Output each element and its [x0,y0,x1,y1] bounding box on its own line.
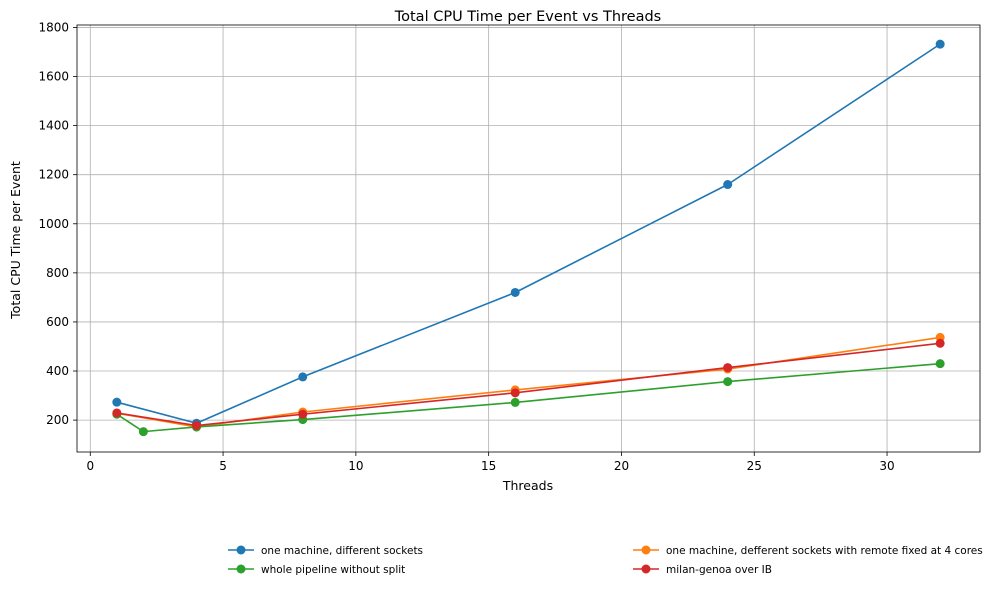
series-line [116,342,941,427]
legend-marker [641,545,651,555]
y-tick-label: 1000 [38,217,69,231]
x-tick-label: 30 [879,459,894,473]
legend-item: one machine, defferent sockets with remo… [633,545,983,557]
data-point [298,409,308,419]
legend: one machine, different sockets one machin… [228,545,983,576]
series-2 [112,332,945,432]
x-tick-label: 0 [86,459,94,473]
data-point [192,420,202,430]
series-layer [112,39,945,437]
y-tick-label: 800 [46,266,69,280]
data-point [510,388,520,398]
legend-marker [236,545,246,555]
y-tick-label: 1200 [38,168,69,182]
data-point [298,372,308,382]
series-4 [112,338,945,430]
plot-frame [76,24,981,453]
y-tick-label: 600 [46,315,69,329]
data-point [723,180,733,190]
chart-title: Total CPU Time per Event vs Threads [394,9,662,25]
data-point [935,338,945,348]
y-tick-label: 200 [46,413,69,427]
legend-marker [236,564,246,574]
x-tick-label: 15 [481,459,496,473]
data-point [935,39,945,49]
legend-label: one machine, defferent sockets with remo… [666,545,983,557]
data-point [112,397,122,407]
x-tick-label: 25 [747,459,762,473]
data-point [510,287,520,297]
series-1 [112,39,945,428]
series-line [116,336,941,428]
x-tick-label: 10 [348,459,363,473]
legend-item: milan-genoa over IB [633,564,772,576]
data-point [935,359,945,369]
data-point [510,397,520,407]
y-tick-label: 1800 [38,20,69,34]
grid [77,25,980,452]
data-point [723,377,733,387]
legend-marker [641,564,651,574]
y-axis-label: Total CPU Time per Event [8,161,23,320]
x-tick-label: 20 [614,459,629,473]
axis-ticks: 0 5 10 15 20 25 30 200 400 600 800 1000 1200 1400 1600… [38,20,894,473]
y-tick-label: 1600 [38,70,69,84]
y-tick-label: 400 [46,364,69,378]
data-point [112,408,122,418]
legend-label: one machine, different sockets [261,545,423,557]
legend-label: milan-genoa over IB [666,564,772,576]
y-tick-label: 1400 [38,119,69,133]
legend-item: one machine, different sockets [228,545,423,557]
x-tick-label: 5 [219,459,227,473]
legend-label: whole pipeline without split [261,564,405,576]
legend-item: whole pipeline without split [228,564,405,576]
data-point [138,427,148,437]
x-axis-label: Threads [502,478,553,493]
data-point [723,363,733,373]
series-line [116,43,941,425]
